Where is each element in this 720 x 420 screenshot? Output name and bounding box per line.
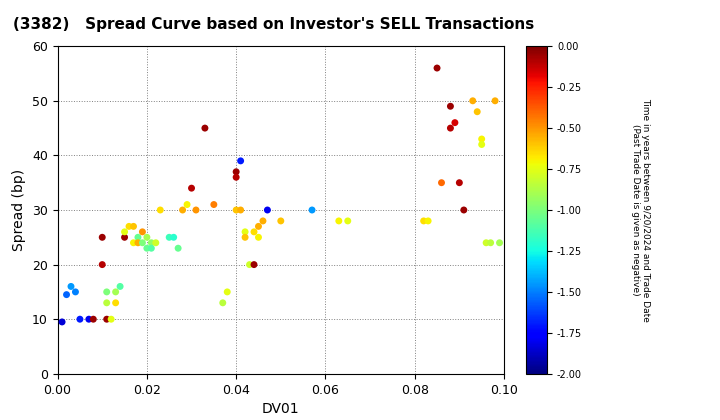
Point <box>306 207 318 213</box>
Point <box>449 119 461 126</box>
Point <box>127 223 139 230</box>
Point <box>485 239 496 246</box>
Point <box>137 228 148 235</box>
Point <box>458 207 469 213</box>
Point <box>418 218 429 224</box>
Point <box>230 168 242 175</box>
Point <box>145 245 157 252</box>
Point <box>235 158 246 164</box>
Point <box>141 245 153 252</box>
Point <box>123 223 135 230</box>
Point <box>222 289 233 295</box>
Point <box>253 234 264 241</box>
Point <box>476 141 487 148</box>
Point <box>186 185 197 192</box>
Point <box>472 108 483 115</box>
Point <box>101 289 112 295</box>
Point <box>88 316 99 323</box>
Point <box>150 239 161 246</box>
Y-axis label: Spread (bp): Spread (bp) <box>12 169 27 251</box>
Point <box>119 234 130 241</box>
Point <box>476 136 487 142</box>
Point <box>445 125 456 131</box>
Text: Time in years between 9/20/2024 and Trade Date
(Past Trade Date is given as nega: Time in years between 9/20/2024 and Trad… <box>631 98 650 322</box>
Point <box>101 316 112 323</box>
Point <box>96 261 108 268</box>
Point <box>217 299 228 306</box>
Point <box>248 228 260 235</box>
Point <box>110 289 122 295</box>
Point <box>163 234 175 241</box>
Point <box>137 239 148 246</box>
Point <box>168 234 179 241</box>
Point <box>239 234 251 241</box>
Point <box>132 234 144 241</box>
Point <box>181 201 193 208</box>
Point <box>235 207 246 213</box>
Point <box>66 283 77 290</box>
Point <box>190 207 202 213</box>
Point <box>436 179 447 186</box>
Point <box>74 316 86 323</box>
Point <box>454 179 465 186</box>
Point <box>101 299 112 306</box>
Point <box>253 223 264 230</box>
Point <box>490 97 501 104</box>
Text: (3382)   Spread Curve based on Investor's SELL Transactions: (3382) Spread Curve based on Investor's … <box>13 17 534 32</box>
Point <box>199 125 211 131</box>
Point <box>145 239 157 246</box>
Point <box>127 239 139 246</box>
Point <box>257 218 269 224</box>
Point <box>141 234 153 241</box>
Point <box>248 261 260 268</box>
Point <box>177 207 189 213</box>
Point <box>119 228 130 235</box>
Point <box>445 103 456 110</box>
Point <box>275 218 287 224</box>
Point <box>56 318 68 325</box>
Point <box>155 207 166 213</box>
Point <box>70 289 81 295</box>
Point <box>342 218 354 224</box>
Point <box>431 65 443 71</box>
X-axis label: DV01: DV01 <box>262 402 300 416</box>
Point <box>60 291 72 298</box>
Point <box>467 97 479 104</box>
Point <box>333 218 345 224</box>
Point <box>208 201 220 208</box>
Point <box>105 316 117 323</box>
Point <box>244 261 256 268</box>
Point <box>132 239 144 246</box>
Point <box>114 283 126 290</box>
Point <box>230 207 242 213</box>
Point <box>480 239 492 246</box>
Point <box>239 228 251 235</box>
Point <box>83 316 94 323</box>
Point <box>230 174 242 181</box>
Point <box>261 207 273 213</box>
Point <box>494 239 505 246</box>
Point <box>110 299 122 306</box>
Point <box>172 245 184 252</box>
Point <box>96 234 108 241</box>
Point <box>423 218 434 224</box>
